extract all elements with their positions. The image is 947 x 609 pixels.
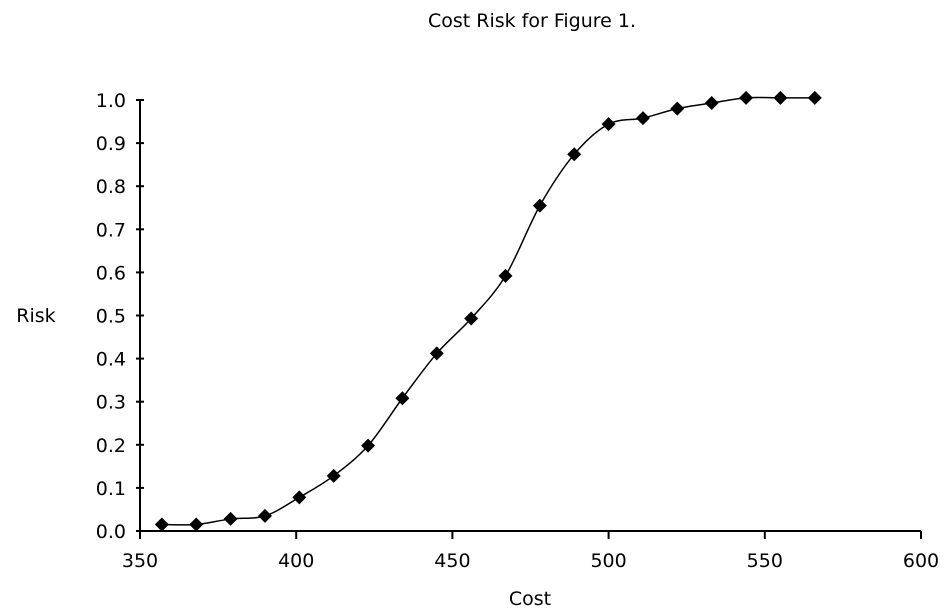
data-point xyxy=(635,111,650,126)
y-tick-label: 1.0 xyxy=(96,90,126,112)
x-tick-label: 450 xyxy=(434,550,470,572)
data-point xyxy=(257,508,272,523)
y-axis-label: Risk xyxy=(16,305,55,327)
y-tick-label: 0.6 xyxy=(96,262,126,284)
data-point xyxy=(223,511,238,526)
series-line xyxy=(161,96,815,526)
data-point xyxy=(601,117,616,132)
x-axis-ticks: 350 400 450 500 550 600 xyxy=(122,531,939,572)
data-point xyxy=(567,147,582,162)
y-tick-label: 0.5 xyxy=(96,306,126,328)
data-point xyxy=(670,101,685,116)
x-tick-label: 500 xyxy=(590,550,626,572)
chart-title: Cost Risk for Figure 1. xyxy=(428,10,636,32)
y-tick-label: 0.2 xyxy=(96,435,126,457)
data-point xyxy=(189,517,204,532)
y-tick-label: 0.8 xyxy=(96,176,126,198)
data-point xyxy=(429,346,444,361)
data-point xyxy=(807,90,822,105)
x-axis-label: Cost xyxy=(509,588,551,609)
data-point xyxy=(361,438,376,453)
y-axis-ticks: 0.0 0.1 0.2 0.3 0.4 0.5 0.6 0.7 0.8 0.9 1.0 xyxy=(96,90,144,543)
y-tick-label: 0.1 xyxy=(96,478,126,500)
data-point xyxy=(498,268,513,283)
data-point xyxy=(739,90,754,105)
data-point xyxy=(464,311,479,326)
y-tick-label: 0.9 xyxy=(96,133,126,155)
x-tick-label: 400 xyxy=(278,550,314,572)
data-point xyxy=(704,96,719,111)
data-point xyxy=(326,468,341,483)
x-tick-label: 550 xyxy=(747,550,783,572)
x-tick-label: 350 xyxy=(122,550,158,572)
data-series xyxy=(154,90,822,532)
data-point xyxy=(395,391,410,406)
data-point xyxy=(292,490,307,505)
y-tick-label: 0.3 xyxy=(96,392,126,414)
data-point xyxy=(154,517,169,532)
y-tick-label: 0.0 xyxy=(96,521,126,543)
data-point xyxy=(532,198,547,213)
y-tick-label: 0.7 xyxy=(96,219,126,241)
y-tick-label: 0.4 xyxy=(96,349,126,371)
data-point xyxy=(773,90,788,105)
x-tick-label: 600 xyxy=(903,550,939,572)
